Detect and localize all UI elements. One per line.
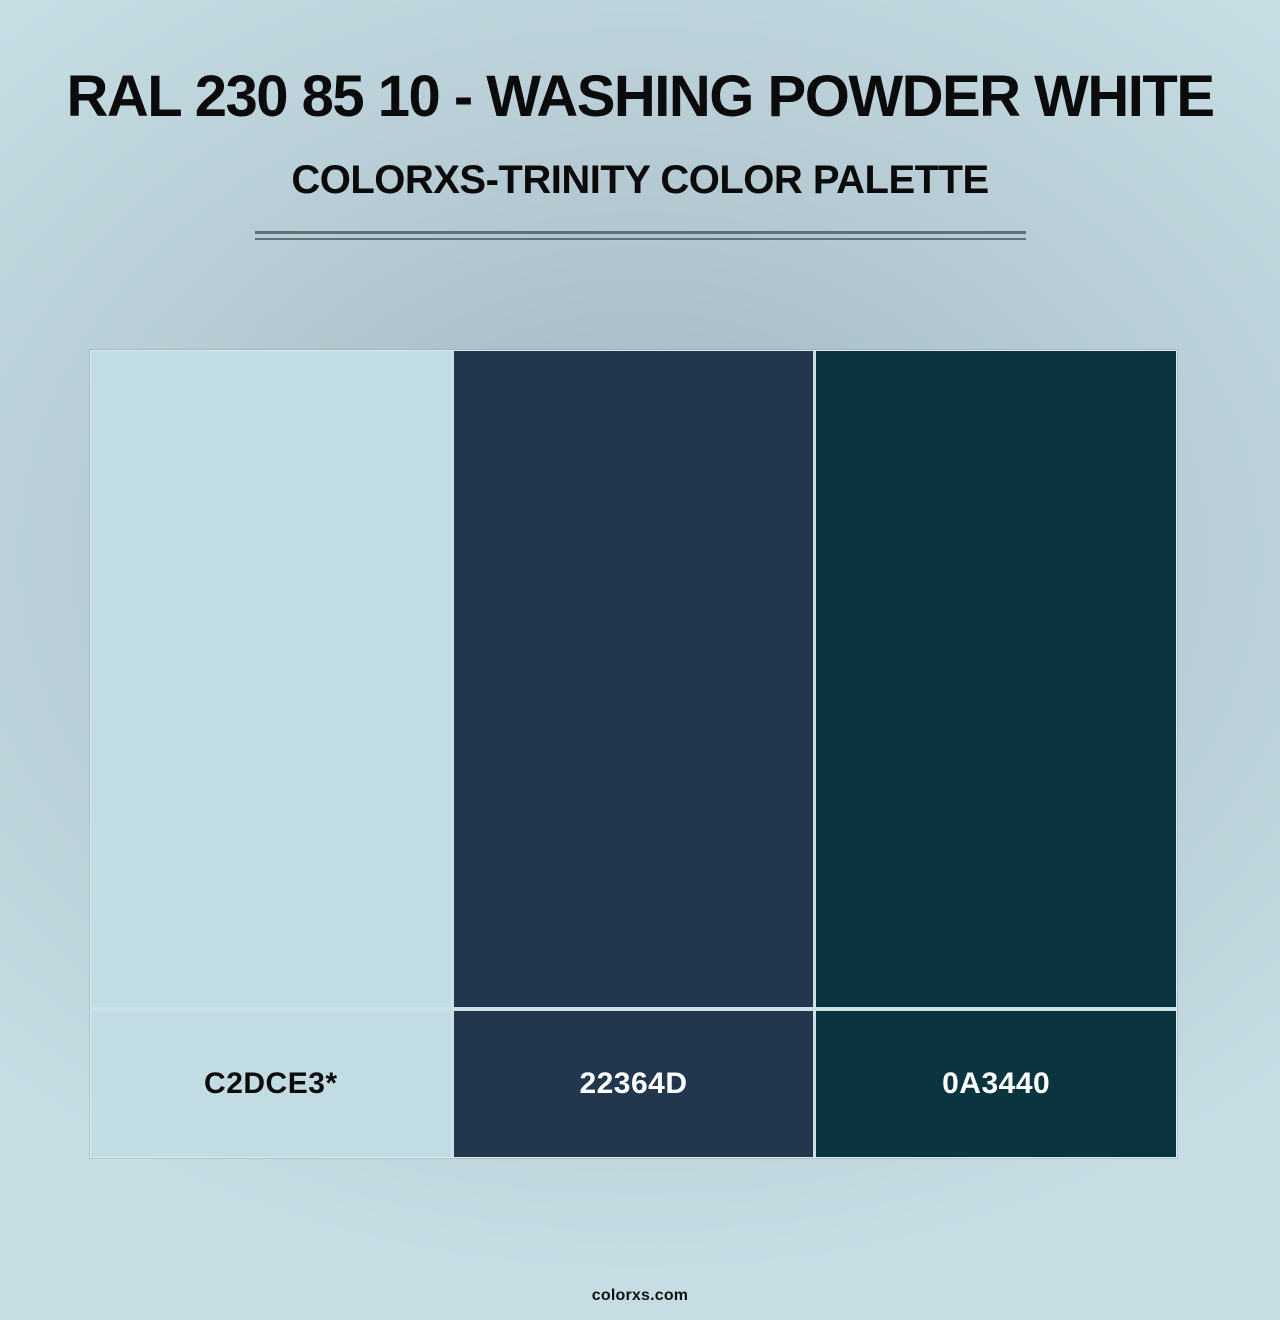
- page-subtitle: COLORXS-TRINITY COLOR PALETTE: [291, 158, 989, 202]
- swatch-hex-code-22364d: 22364D: [579, 1067, 688, 1100]
- swatch-hex-code-c2dce3: C2DCE3*: [204, 1067, 338, 1100]
- swatch-main-c2dce3: [91, 351, 451, 1007]
- color-palette-grid: C2DCE3* 22364D 0A3440: [90, 350, 1177, 1158]
- swatch-label-cell-0a3440: 0A3440: [816, 1011, 1176, 1157]
- swatch-main-22364d: [453, 351, 814, 1007]
- swatch-label-cell-c2dce3: C2DCE3*: [91, 1011, 451, 1157]
- swatch-label-cell-22364d: 22364D: [453, 1011, 814, 1157]
- watermark-text: colorxs.com: [591, 1287, 689, 1304]
- swatch-hex-code-0a3440: 0A3440: [942, 1067, 1051, 1100]
- title-divider: [255, 231, 1026, 240]
- page-title: RAL 230 85 10 - WASHING POWDER WHITE: [66, 64, 1215, 129]
- swatch-main-0a3440: [816, 351, 1176, 1007]
